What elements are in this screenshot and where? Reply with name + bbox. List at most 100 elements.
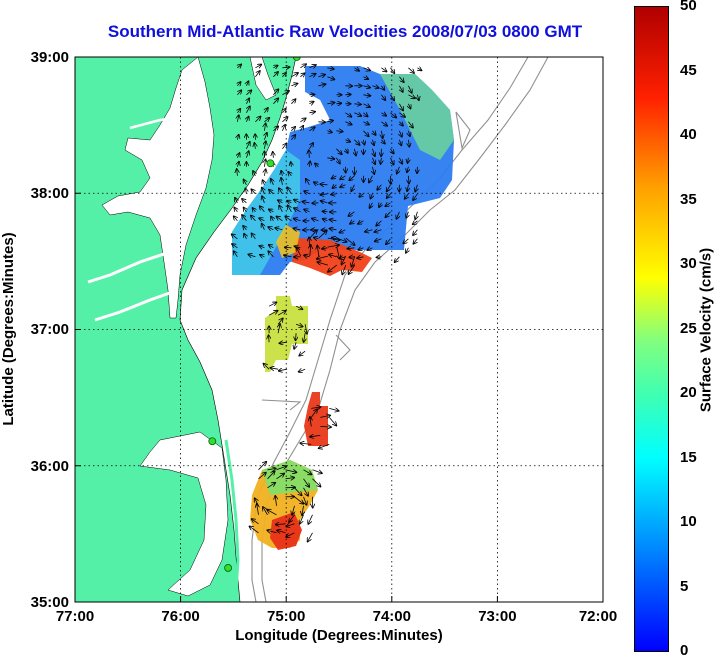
velocity-vector [304, 333, 306, 342]
velocity-vector [281, 171, 282, 176]
velocity-vector [320, 194, 328, 195]
velocity-vector [385, 203, 391, 207]
velocity-vector [259, 246, 265, 248]
velocity-vector [269, 209, 274, 211]
velocity-vector [399, 157, 402, 164]
radar-station-marker [292, 57, 301, 61]
velocity-vector [244, 208, 247, 212]
velocity-vector [237, 90, 241, 96]
y-tick-label: 37:00 [31, 321, 69, 338]
velocity-vector [300, 64, 306, 68]
velocity-vector [406, 247, 409, 253]
colorbar-tick-label: 5 [680, 577, 689, 595]
velocity-vector [234, 216, 238, 222]
velocity-vector [327, 131, 332, 133]
velocity-vector [399, 103, 403, 111]
velocity-vector [273, 72, 278, 78]
velocity-vector [263, 180, 265, 185]
velocity-vector [244, 180, 247, 185]
velocity-vector [312, 203, 319, 204]
velocity-vector [294, 496, 304, 504]
colorbar-tick-label: 0 [680, 642, 689, 659]
velocity-vector [273, 89, 278, 96]
velocity-vector [405, 193, 409, 199]
velocity-vector [381, 86, 384, 90]
velocity-vector [351, 184, 354, 191]
velocity-vector [278, 200, 283, 203]
velocity-vector [293, 228, 301, 229]
map-plot: 77:00 76:00 75:00 74:00 73:00 72:00 39:0… [0, 49, 617, 644]
velocity-vector [399, 130, 402, 137]
velocity-vector [273, 152, 274, 158]
velocity-vector [268, 227, 274, 230]
velocity-vector [268, 302, 276, 307]
velocity-vector [300, 73, 304, 77]
velocity-vector [399, 139, 401, 146]
velocity-vector [294, 219, 301, 221]
velocity-vector [246, 106, 250, 113]
velocity-vector [377, 257, 382, 258]
velocity-vector [269, 190, 274, 194]
x-tick-label: 77:00 [56, 608, 94, 625]
velocity-vector [285, 478, 295, 479]
velocity-vector [285, 216, 292, 222]
velocity-vector [331, 194, 337, 195]
pamlico-sound [139, 431, 229, 597]
velocity-vector [237, 162, 239, 167]
velocity-vector [304, 496, 307, 505]
velocity-vector [309, 65, 316, 68]
velocity-vector [358, 248, 364, 250]
velocity-vector [381, 94, 385, 100]
velocity-vector [294, 208, 301, 213]
velocity-vector [237, 82, 240, 86]
velocity-vector [408, 130, 410, 136]
velocity-vector [275, 228, 283, 230]
velocity-vector [350, 221, 355, 224]
velocity-vector [408, 157, 409, 163]
velocity-vector [306, 179, 310, 186]
velocity-vector [370, 193, 372, 199]
velocity-vector [336, 103, 341, 104]
velocity-vector [327, 77, 334, 80]
velocity-vector [246, 151, 248, 158]
y-tick-label: 38:00 [31, 185, 69, 202]
velocity-vector [332, 176, 337, 179]
velocity-vector [417, 94, 419, 101]
velocity-vector [291, 99, 295, 105]
velocity-vector [267, 471, 275, 480]
y-axis-label: Latitude (Degrees:Minutes) [0, 232, 17, 425]
velocity-vector [282, 117, 287, 123]
velocity-vector [354, 148, 356, 156]
velocity-vector [269, 245, 274, 248]
velocity-vector [330, 229, 337, 230]
velocity-vector [278, 324, 280, 334]
velocity-vector [354, 104, 361, 105]
velocity-vector [336, 148, 341, 155]
velocity-vector [328, 417, 336, 425]
velocity-vector [321, 201, 328, 203]
velocity-vector [257, 504, 259, 515]
velocity-vector [403, 238, 409, 244]
velocity-vector [322, 211, 328, 212]
velocity-vector [363, 139, 364, 145]
velocity-vector [291, 135, 295, 141]
velocity-vector [237, 64, 241, 67]
velocity-vector [327, 121, 333, 122]
velocity-vector [287, 201, 291, 203]
velocity-vector [386, 238, 391, 245]
velocity-vector [273, 65, 277, 67]
velocity-vector [312, 219, 319, 221]
y-tick-label: 35:00 [31, 594, 69, 611]
velocity-vector [365, 230, 373, 232]
velocity-vector [296, 333, 297, 340]
velocity-vector [363, 104, 370, 107]
velocity-vector [327, 245, 339, 247]
velocity-vector [243, 226, 246, 230]
velocity-vector [294, 487, 302, 496]
velocity-vector [345, 122, 351, 125]
velocity-vector [363, 77, 368, 79]
colorbar-tick-label: 20 [680, 384, 697, 401]
velocity-vector [329, 255, 337, 257]
velocity-vector [345, 149, 348, 153]
velocity-vector [288, 205, 292, 213]
